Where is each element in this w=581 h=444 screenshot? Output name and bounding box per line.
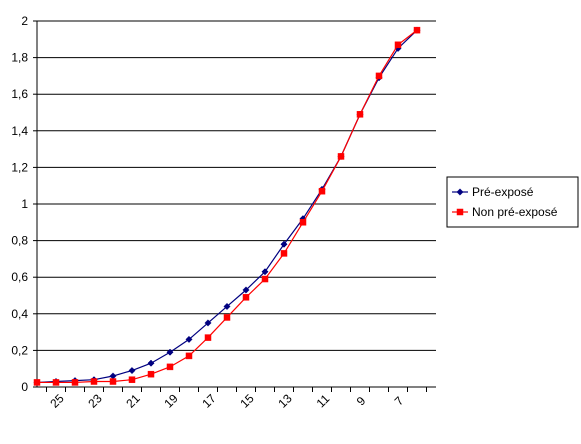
data-point [33,379,41,386]
series-pre-expose [33,26,421,386]
y-tick-label: 1,2 [11,160,28,174]
y-tick-label: 0 [21,380,28,394]
gridlines [37,20,436,351]
data-point [223,314,231,321]
series [33,26,421,386]
data-point [299,219,307,226]
data-point [337,153,345,160]
data-point [356,111,364,118]
y-tick-label: 2 [21,14,28,28]
x-tick-label: 9 [354,393,369,408]
legend-marker [456,208,464,216]
data-point [166,363,174,371]
data-point [128,376,136,383]
legend-label: Pré-exposé [472,185,534,199]
data-point [242,294,250,301]
x-tick-label: 17 [199,391,219,411]
series-line [37,29,418,384]
data-point [223,302,231,311]
data-point [394,41,402,49]
data-point [185,352,193,360]
data-point [280,240,288,248]
data-point [128,366,136,375]
data-point [109,378,117,385]
y-tick-label: 0,2 [11,343,28,357]
y-tick-label: 1,4 [11,124,28,138]
data-point [375,72,383,80]
y-tick-label: 1,6 [11,87,28,101]
y-tick-label: 0,8 [11,234,28,248]
x-tick-label: 21 [123,391,143,411]
x-tick-label: 13 [275,391,295,411]
legend: Pré-exposé Non pré-exposé [446,176,579,228]
data-point [71,379,79,386]
data-point [147,370,155,378]
x-tick-label: 23 [85,391,105,411]
series-line [36,29,418,384]
data-point [261,268,269,276]
data-point [147,359,155,367]
data-point [242,286,250,294]
x-tick-label: 19 [161,391,181,411]
legend-marker [456,188,464,196]
data-point [90,378,98,385]
x-tick-label: 15 [237,391,257,411]
data-point [166,348,174,356]
y-tick-label: 1,8 [11,51,28,65]
y-tick-label: 0,4 [11,307,28,321]
series-non-pre-expose [33,26,421,386]
x-tick-label: 11 [314,391,333,410]
data-point [204,319,212,327]
data-point [204,334,212,341]
x-tick-label: 25 [47,391,67,411]
data-point [280,250,288,257]
y-tick-label: 0,6 [11,270,28,284]
data-point [52,379,60,386]
data-point [413,26,421,34]
legend-label: Non pré-exposé [472,205,558,219]
y-tick-label: 1 [21,197,28,211]
axes: 0 0,2 0,4 0,6 0,8 1 1,2 1,4 1,6 1,8 2 25 23 21 19 17 15 1… [11,14,436,411]
data-point [318,187,326,195]
data-point [261,275,269,283]
x-tick-label: 7 [392,393,407,408]
data-point [185,335,193,343]
legend-box [446,176,579,228]
